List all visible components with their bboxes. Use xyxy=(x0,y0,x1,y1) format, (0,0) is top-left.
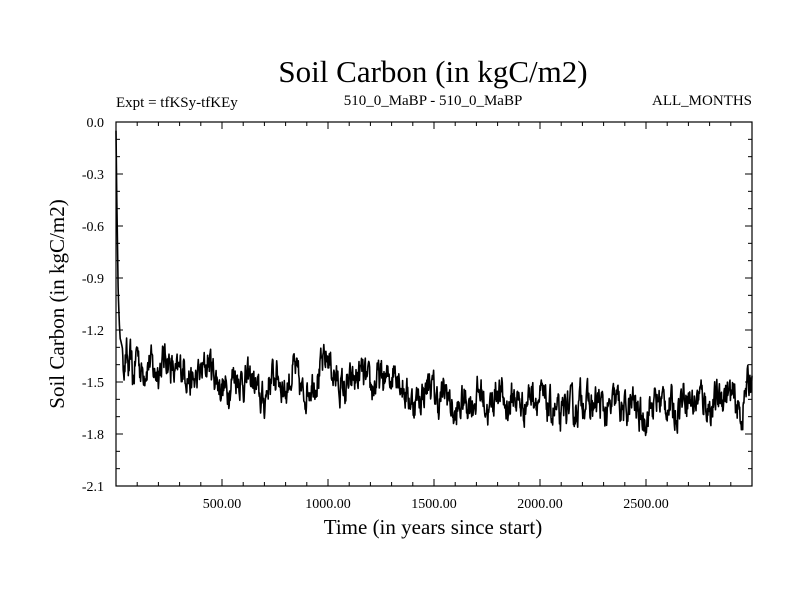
chart-title: Soil Carbon (in kgC/m2) xyxy=(278,54,587,89)
x-tick-label: 1500.00 xyxy=(411,497,457,512)
period-label: 510_0_MaBP - 510_0_MaBP xyxy=(344,93,523,109)
y-tick-label: -1.5 xyxy=(82,376,104,391)
x-tick-label: 500.00 xyxy=(203,497,242,512)
y-tick-label: -1.8 xyxy=(82,428,104,443)
y-tick-label: 0.0 xyxy=(87,116,105,131)
y-tick-label: -1.2 xyxy=(82,324,104,339)
y-tick-label: -0.3 xyxy=(82,168,104,183)
y-tick-label: -2.1 xyxy=(82,480,104,495)
y-tick-label: -0.9 xyxy=(82,272,104,287)
x-tick-label: 2500.00 xyxy=(623,497,669,512)
y-tick-label: -0.6 xyxy=(82,220,104,235)
x-tick-label: 1000.00 xyxy=(305,497,351,512)
months-label: ALL_MONTHS xyxy=(652,93,752,109)
plot-frame xyxy=(115,121,753,487)
experiment-label: Expt = tfKSy-tfKEy xyxy=(116,95,238,111)
soil-carbon-series-line xyxy=(115,130,753,437)
x-tick-label: 2000.00 xyxy=(517,497,563,512)
y-axis-label: Soil Carbon (in kgC/m2) xyxy=(45,199,69,408)
x-axis-label: Time (in years since start) xyxy=(324,515,543,539)
